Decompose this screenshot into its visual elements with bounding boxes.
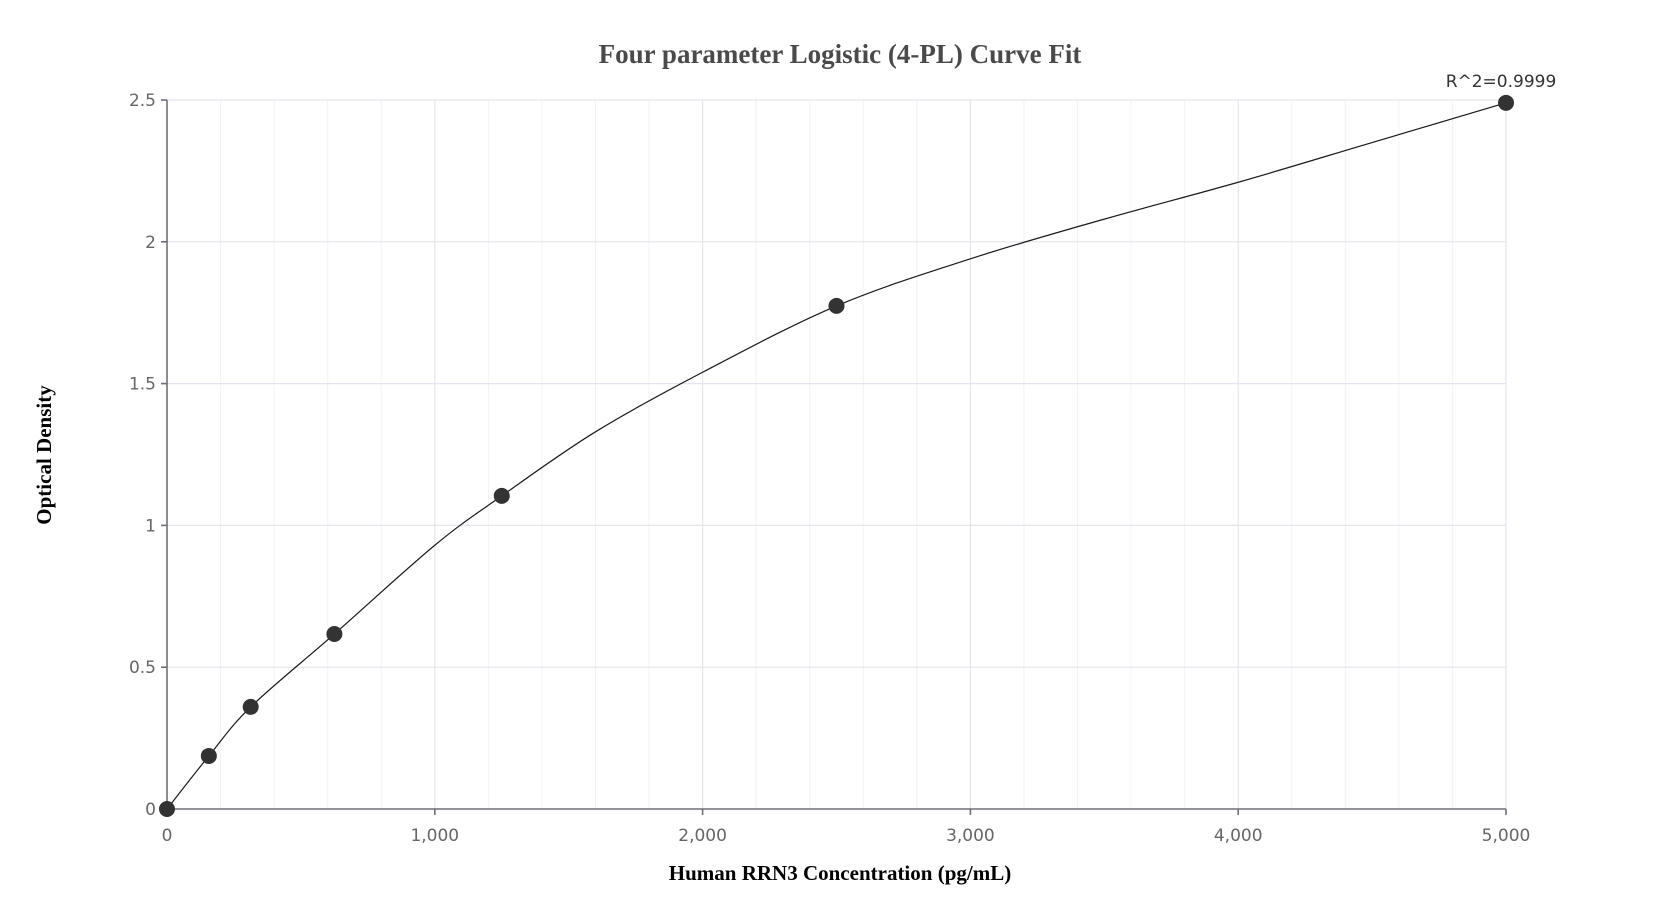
- data-point[interactable]: [159, 801, 175, 817]
- y-axis-title: Optical Density: [32, 385, 56, 525]
- minor-gridlines: [220, 100, 1453, 809]
- y-tick-label: 2: [145, 233, 156, 253]
- data-point[interactable]: [1498, 94, 1514, 111]
- y-tick-label: 1: [145, 516, 156, 536]
- y-tick-label: 0: [145, 800, 156, 820]
- x-tick-label: 1,000: [410, 826, 459, 846]
- data-point[interactable]: [493, 487, 510, 504]
- major-gridlines: [167, 99, 1507, 809]
- fit-curve: [166, 102, 1507, 810]
- chart-title: Four parameter Logistic (4-PL) Curve Fit: [599, 39, 1082, 69]
- data-points: [159, 94, 1514, 817]
- data-point[interactable]: [326, 626, 343, 643]
- axes: [161, 99, 1507, 815]
- data-point[interactable]: [828, 297, 845, 314]
- r-squared-annotation: R^2=0.9999: [1446, 72, 1557, 92]
- data-point[interactable]: [200, 747, 217, 764]
- tick-labels: 0 1,000 2,000 3,000 4,000 5,000 0 0.5 1 1.5 2 2.5: [129, 91, 1530, 846]
- y-tick-label: 2.5: [129, 91, 156, 111]
- y-tick-label: 1.5: [129, 375, 156, 395]
- x-axis-title: Human RRN3 Concentration (pg/mL): [669, 861, 1011, 885]
- x-tick-label: 3,000: [946, 826, 995, 846]
- x-tick-label: 0: [162, 826, 173, 846]
- x-tick-label: 4,000: [1214, 826, 1263, 846]
- x-tick-label: 2,000: [678, 826, 727, 846]
- data-point[interactable]: [242, 698, 259, 715]
- y-tick-label: 0.5: [129, 658, 156, 678]
- x-tick-label: 5,000: [1482, 826, 1531, 846]
